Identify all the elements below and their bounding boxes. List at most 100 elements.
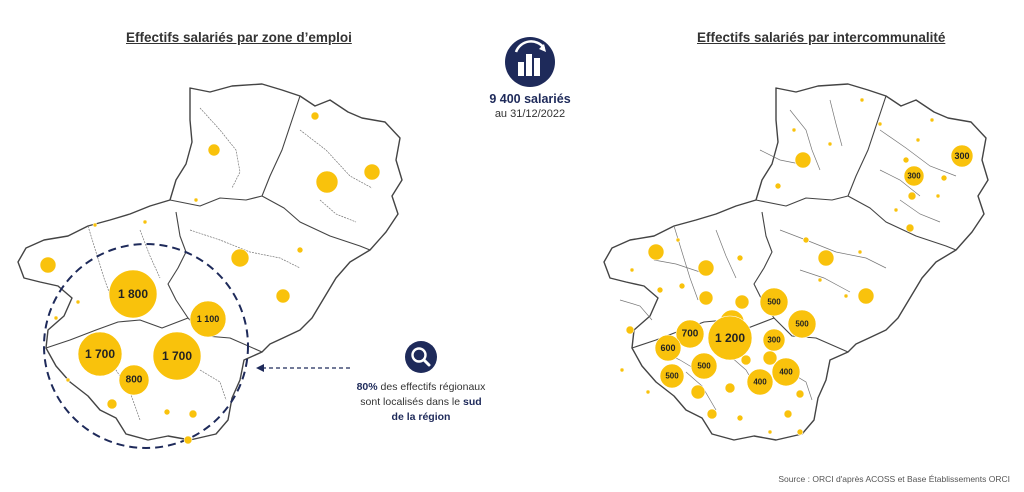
right-map-bubble <box>659 363 685 389</box>
right-map-bubble-label: 500 <box>665 372 679 381</box>
right-map-bubble <box>817 277 823 283</box>
search-magnifier-icon <box>405 341 437 373</box>
right-map-bubble-label: 700 <box>682 329 699 340</box>
callout-arrow <box>256 364 350 372</box>
right-map-bubble <box>690 352 718 380</box>
callout-text: 80% des effectifs régionaux sont localis… <box>356 380 486 425</box>
right-map-bubble <box>736 414 744 422</box>
left-map-bubble <box>315 170 339 194</box>
right-map-bubble <box>802 236 810 244</box>
right-map-bubble <box>907 191 917 201</box>
right-map-bubbles: 3003005005007004001 20030060050050040040… <box>619 97 974 436</box>
left-map-bubble <box>163 408 171 416</box>
right-map-bubble <box>767 429 773 435</box>
right-map-bubble-label: 300 <box>907 172 921 181</box>
right-map-bubble <box>905 223 915 233</box>
left-map-bubble <box>193 197 199 203</box>
right-map-bubble-label: 300 <box>767 336 781 345</box>
right-map-bubble-label: 500 <box>767 298 781 307</box>
right-map-bubble <box>787 309 817 339</box>
left-map-bubble <box>363 163 381 181</box>
left-department-borders <box>45 95 371 353</box>
right-map-bubble <box>734 294 750 310</box>
right-map-bubble-label: 400 <box>779 368 793 377</box>
right-map-bubble <box>762 350 778 366</box>
right-map-bubble <box>645 389 651 395</box>
right-map-bubble <box>740 354 752 366</box>
left-map-bubble <box>75 299 81 305</box>
right-map-bubble <box>857 287 875 305</box>
right-map-bubble <box>893 207 899 213</box>
source-note: Source : ORCI d'après ACOSS et Base Étab… <box>778 474 1010 484</box>
left-map-bubble-label: 800 <box>126 375 143 386</box>
left-map-bubble <box>142 219 148 225</box>
right-map-title: Effectifs salariés par intercommunalité <box>697 30 946 45</box>
left-map-bubble-label: 1 700 <box>162 349 192 363</box>
left-map-bubble-label: 1 800 <box>118 287 148 301</box>
right-map-bubble <box>690 384 706 400</box>
right-map-bubble <box>843 293 849 299</box>
right-map-bubble <box>678 282 686 290</box>
right-map-bubble-label: 1 200 <box>715 331 745 345</box>
right-map-bubble <box>791 127 797 133</box>
kpi-value: 9 400 salariés <box>489 92 571 106</box>
right-map-bubble <box>795 389 805 399</box>
right-map-bubble <box>656 286 664 294</box>
right-map-bubble <box>762 328 786 352</box>
right-map-bubble <box>675 237 681 243</box>
right-map-bubble <box>629 267 635 273</box>
left-map-bubble <box>92 222 98 228</box>
right-map-bubble <box>698 290 714 306</box>
right-map-bubble <box>746 368 774 396</box>
right-map-bubble <box>625 325 635 335</box>
right-map-bubble <box>950 144 974 168</box>
left-map-bubble <box>275 288 291 304</box>
left-map-bubble <box>77 331 123 377</box>
right-map-bubble <box>915 137 921 143</box>
kpi-block: 9 400 salariés au 31/12/2022 <box>470 36 590 120</box>
left-map-bubble <box>53 315 59 321</box>
right-map-bubble <box>647 243 665 261</box>
left-map-bubble-label: 1 700 <box>85 347 115 361</box>
building-chart-icon <box>505 37 555 87</box>
right-map-bubble <box>877 121 883 127</box>
left-map-bubble <box>189 300 227 338</box>
right-map-bubble <box>902 156 910 164</box>
left-map-title: Effectifs salariés par zone d’emploi <box>126 30 352 45</box>
left-map-bubble <box>207 143 221 157</box>
right-map-bubble <box>707 315 753 361</box>
right-map-bubble <box>817 249 835 267</box>
right-map-bubble <box>857 249 863 255</box>
south-region-dashed-circle <box>43 243 249 449</box>
right-map-bubble <box>697 259 715 277</box>
left-map-bubble <box>296 246 304 254</box>
right-map-bubble <box>783 409 793 419</box>
right-map-bubble <box>774 182 782 190</box>
right-map-bubble <box>903 165 925 187</box>
callout-block: 80% des effectifs régionaux sont localis… <box>356 340 486 425</box>
right-map-bubble-label: 400 <box>753 378 767 387</box>
left-map-bubble <box>183 435 193 445</box>
right-map-bubble <box>759 287 789 317</box>
right-map-bubble-label: 600 <box>660 343 675 353</box>
left-map-bubble <box>152 331 202 381</box>
left-map-bubble <box>188 409 198 419</box>
left-map-bubbles: 1 800 1 100 1 700 1 700 800 <box>39 111 381 445</box>
right-map-bubble <box>724 382 736 394</box>
left-map-bubble <box>230 248 250 268</box>
left-map-bubble <box>118 364 150 396</box>
right-map-bubble-label: 500 <box>795 320 809 329</box>
right-map-bubble <box>771 357 801 387</box>
callout-percent: 80% <box>356 381 378 393</box>
right-map-bubble <box>654 334 682 362</box>
left-map-bubble <box>106 398 118 410</box>
right-map-bubble-label: 300 <box>954 151 969 161</box>
right-map-bubble <box>940 174 948 182</box>
right-map-bubble <box>736 254 744 262</box>
right-map-bubble-label: 500 <box>697 362 711 371</box>
kpi-date: au 31/12/2022 <box>494 108 566 120</box>
left-map-bubble <box>310 111 320 121</box>
left-map-bubble <box>108 269 158 319</box>
right-map-bubble <box>796 428 804 436</box>
